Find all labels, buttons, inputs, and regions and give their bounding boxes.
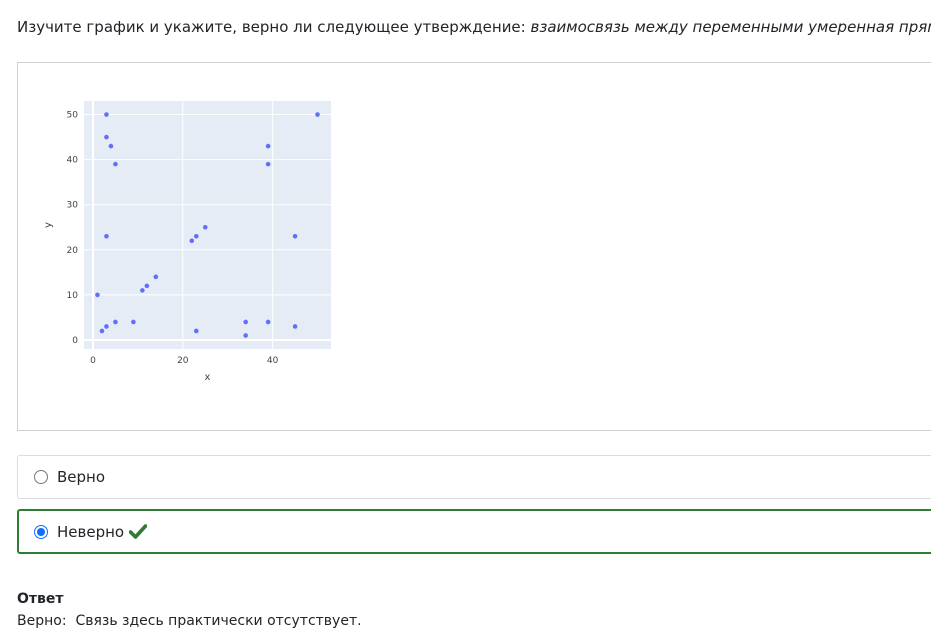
x-axis-label: x [205,372,211,383]
radio-true[interactable] [34,470,48,484]
y-tick-label: 50 [67,111,79,121]
data-point [243,319,248,325]
data-point [113,161,118,167]
data-point [99,328,105,334]
y-tick-label: 20 [67,246,79,256]
y-tick-label: 40 [67,156,79,166]
data-point [113,319,118,325]
option-true[interactable]: Верно [17,455,931,499]
data-point [193,233,199,239]
option-true-label: Верно [57,468,106,486]
data-point [153,274,159,280]
option-false-label-wrap: Неверно [57,522,148,541]
x-tick-label: 0 [90,356,96,366]
data-point [104,324,109,329]
data-point [265,319,271,325]
data-point [104,112,109,117]
answer-heading: Ответ [17,591,64,607]
plot-background [84,101,331,349]
data-point [243,333,248,338]
data-point [189,238,195,244]
x-tick-label: 20 [177,356,189,366]
chart-container: 0 10 20 30 40 50 0 20 40 x y [17,62,931,431]
question-prefix: Изучите график и укажите, верно ли следу… [17,18,531,36]
y-axis-label: y [43,222,54,228]
answer-text: Верно: Связь здесь практически отсутству… [17,613,362,629]
data-point [108,143,114,149]
data-point [202,224,208,230]
y-tick-label: 10 [67,291,79,301]
data-point [315,112,320,117]
question-text: Изучите график и укажите, верно ли следу… [17,17,931,37]
data-point [292,324,298,329]
data-point [140,288,145,293]
data-point [104,134,109,140]
x-tick-label: 40 [267,356,279,366]
data-point [292,233,298,239]
option-false[interactable]: Неверно [17,509,931,554]
data-point [265,143,271,149]
radio-false[interactable] [34,524,48,539]
y-tick-label: 0 [72,336,78,346]
data-point [193,328,199,334]
question-statement: взаимосвязь между переменными умеренная … [530,18,931,36]
data-point [95,292,100,298]
scatter-chart: 0 10 20 30 40 50 0 20 40 x y [43,101,331,383]
y-tick-label: 30 [67,201,79,211]
data-point [104,233,109,239]
data-point [265,161,271,167]
data-point [144,283,150,289]
checkmark-icon [129,523,148,539]
option-false-label: Неверно [57,522,125,541]
data-point [131,319,136,325]
